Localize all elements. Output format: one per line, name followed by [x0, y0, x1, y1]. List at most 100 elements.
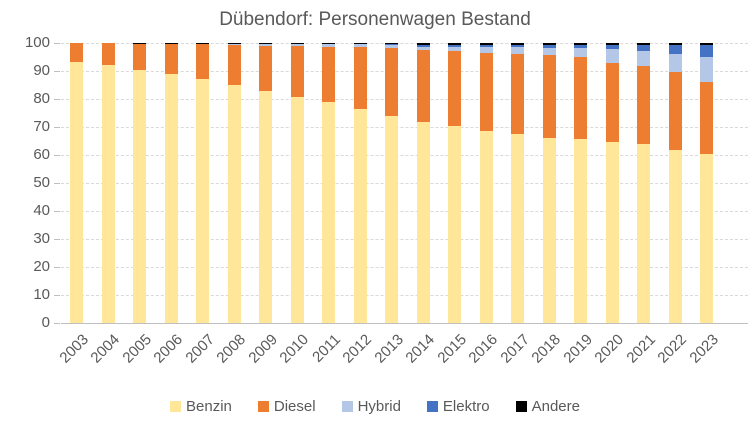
bar-segment-hybrid-2008 — [227, 44, 241, 45]
y-axis-tick — [54, 155, 60, 156]
y-axis-tick-label: 90 — [33, 62, 50, 79]
bar-segment-diesel-2022 — [668, 71, 682, 150]
bar-segment-elektro-2019 — [574, 44, 588, 49]
bar-segment-andere-2006 — [164, 43, 178, 45]
bar-segment-diesel-2009 — [259, 45, 273, 91]
bar-segment-diesel-2006 — [164, 44, 178, 75]
bar-segment-elektro-2023 — [700, 45, 714, 58]
bar-segment-andere-2021 — [637, 43, 651, 45]
bar-segment-benzin-2015 — [448, 125, 462, 323]
legend-swatch-icon — [257, 401, 269, 412]
y-gridline — [61, 43, 748, 44]
bar-segment-diesel-2015 — [448, 51, 462, 126]
bar-segment-benzin-2018 — [542, 138, 556, 323]
bar-segment-elektro-2020 — [605, 44, 619, 49]
y-axis-tick — [54, 183, 60, 184]
bar-segment-hybrid-2012 — [353, 44, 367, 48]
bar-segment-benzin-2020 — [605, 142, 619, 323]
bar-segment-benzin-2011 — [322, 102, 336, 323]
y-axis-tick — [54, 43, 60, 44]
bar-segment-diesel-2018 — [542, 55, 556, 139]
y-axis-tick — [54, 323, 60, 324]
bar-segment-diesel-2023 — [700, 81, 714, 155]
legend-label: Andere — [531, 398, 580, 415]
bar-segment-hybrid-2019 — [574, 48, 588, 57]
y-gridline — [61, 267, 748, 268]
bar-segment-andere-2012 — [353, 43, 367, 45]
bar-segment-andere-2019 — [574, 43, 588, 45]
bar-segment-andere-2022 — [668, 43, 682, 46]
bar-segment-benzin-2006 — [164, 74, 178, 323]
y-axis-tick — [54, 211, 60, 212]
bar-segment-benzin-2008 — [227, 85, 241, 323]
bar-segment-andere-2023 — [700, 43, 714, 46]
y-gridline — [61, 211, 748, 212]
y-axis-tick-label: 0 — [41, 314, 50, 331]
y-axis-tick-label: 70 — [33, 118, 50, 135]
legend-swatch-icon — [426, 401, 438, 412]
legend-swatch-icon — [515, 401, 527, 412]
bar-segment-hybrid-2009 — [259, 44, 273, 46]
bar-segment-benzin-2016 — [479, 130, 493, 323]
bar-segment-diesel-2007 — [196, 44, 210, 80]
bar-segment-andere-2020 — [605, 43, 619, 45]
bar-segment-benzin-2022 — [668, 149, 682, 323]
y-axis-tick-label: 20 — [33, 258, 50, 275]
y-gridline — [61, 183, 748, 184]
legend-item-diesel: Diesel — [257, 398, 316, 415]
bar-segment-hybrid-2015 — [448, 47, 462, 52]
bar-segment-diesel-2008 — [227, 44, 241, 85]
bar-segment-benzin-2017 — [511, 134, 525, 323]
legend-item-hybrid: Hybrid — [341, 399, 401, 414]
bar-segment-benzin-2007 — [196, 79, 210, 323]
y-gridline — [61, 155, 748, 156]
bar-segment-benzin-2012 — [353, 109, 367, 323]
y-axis-tick — [54, 239, 60, 240]
bar-segment-elektro-2022 — [668, 45, 682, 54]
y-gridline — [61, 127, 748, 128]
bar-segment-elektro-2021 — [637, 44, 651, 51]
bar-segment-andere-2009 — [259, 43, 273, 45]
y-axis-tick-label: 30 — [33, 230, 50, 247]
bar-segment-andere-2018 — [542, 43, 556, 45]
bar-segment-diesel-2004 — [101, 43, 115, 65]
legend-label: Diesel — [273, 398, 316, 415]
bar-segment-andere-2014 — [416, 43, 430, 45]
bar-segment-hybrid-2013 — [385, 44, 399, 48]
bar-segment-elektro-2018 — [542, 44, 556, 49]
y-axis-tick — [54, 267, 60, 268]
bar-segment-andere-2016 — [479, 43, 493, 45]
legend-item-benzin: Benzin — [170, 399, 232, 414]
bar-segment-diesel-2020 — [605, 62, 619, 143]
bar-segment-andere-2005 — [133, 43, 147, 45]
bar-segment-benzin-2009 — [259, 90, 273, 323]
bar-segment-benzin-2023 — [700, 154, 714, 323]
bar-segment-andere-2008 — [227, 43, 241, 45]
bar-segment-benzin-2014 — [416, 122, 430, 323]
bar-segment-benzin-2010 — [290, 96, 304, 323]
bar-segment-diesel-2013 — [385, 47, 399, 117]
x-axis-line — [61, 323, 748, 324]
y-gridline — [61, 99, 748, 100]
bar-segment-diesel-2019 — [574, 56, 588, 140]
y-axis-tick — [54, 127, 60, 128]
legend-swatch-icon — [341, 401, 353, 412]
legend-label: Benzin — [186, 398, 232, 415]
bar-segment-hybrid-2018 — [542, 48, 556, 56]
bar-segment-diesel-2010 — [290, 46, 304, 97]
bar-segment-hybrid-2011 — [322, 44, 336, 47]
bar-segment-benzin-2005 — [133, 69, 147, 323]
bar-segment-benzin-2013 — [385, 116, 399, 323]
bar-segment-andere-2010 — [290, 43, 304, 45]
bar-segment-diesel-2017 — [511, 54, 525, 134]
bar-segment-hybrid-2023 — [700, 57, 714, 82]
bar-segment-diesel-2014 — [416, 50, 430, 123]
y-axis-tick-label: 80 — [33, 90, 50, 107]
bar-segment-hybrid-2010 — [290, 44, 304, 47]
bar-segment-diesel-2021 — [637, 65, 651, 145]
bar-segment-benzin-2021 — [637, 144, 651, 323]
y-gridline — [61, 295, 748, 296]
y-gridline — [61, 71, 748, 72]
bar-segment-benzin-2004 — [101, 64, 115, 323]
